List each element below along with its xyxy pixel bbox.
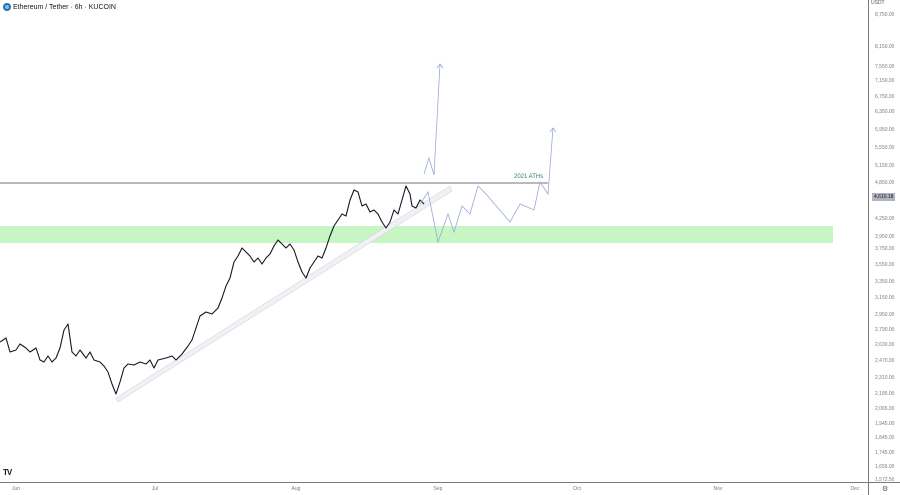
support-zone[interactable] <box>0 226 833 243</box>
currency-selector[interactable]: USDT <box>871 0 885 6</box>
projection-arrow-1 <box>436 63 444 69</box>
price-tick: 5,150.00 <box>875 163 895 169</box>
price-tick: 5,550.00 <box>875 145 895 151</box>
price-tick: 3,950.00 <box>875 234 895 240</box>
price-tick: 1,845.00 <box>875 435 895 441</box>
price-tick: 8,750.00 <box>875 12 895 18</box>
price-tick: 2,470.00 <box>875 358 895 364</box>
price-tick: 7,550.00 <box>875 64 895 70</box>
price-tick: 8,150.00 <box>875 44 895 50</box>
price-axis[interactable]: USDT 8,750.00 8,150.00 7,550.00 7,150.00… <box>868 0 900 483</box>
price-tick: 5,950.00 <box>875 127 895 133</box>
price-tick: 4,250.00 <box>875 216 895 222</box>
chart-settings-button[interactable]: ⚙ <box>868 482 900 495</box>
time-axis[interactable]: Jun Jul Aug Sep Oct Nov Dec <box>0 482 868 495</box>
time-tick: Oct <box>573 486 581 492</box>
price-tick: 1,745.00 <box>875 450 895 456</box>
time-tick: Jun <box>11 486 21 492</box>
projection-path-2 <box>419 127 554 244</box>
last-price-label: 4,610.18 <box>872 193 896 201</box>
symbol-title-text: Ethereum / Tether · 6h · KUCOIN <box>13 3 116 11</box>
projection-path-1 <box>423 63 441 176</box>
price-chart[interactable] <box>0 0 868 482</box>
price-tick: 2,185.00 <box>875 391 895 397</box>
time-tick: Dec <box>850 486 860 492</box>
tradingview-logo-icon[interactable]: TV <box>3 468 12 477</box>
trendline-channel[interactable] <box>115 185 453 403</box>
price-tick: 3,150.00 <box>875 295 895 301</box>
price-tick: 3,750.00 <box>875 246 895 252</box>
time-tick: Jul <box>151 486 159 492</box>
gear-icon: ⚙ <box>881 486 889 493</box>
price-tick: 4,850.00 <box>875 180 895 186</box>
projection-arrow-2 <box>549 127 557 133</box>
time-tick: Aug <box>291 486 301 492</box>
price-tick: 7,150.00 <box>875 78 895 84</box>
price-tick: 2,065.00 <box>875 406 895 412</box>
time-tick: Sep <box>433 486 443 492</box>
price-tick: 2,790.00 <box>875 327 895 333</box>
price-tick: 1,655.00 <box>875 464 895 470</box>
price-tick: 6,350.00 <box>875 109 895 115</box>
price-tick: 3,350.00 <box>875 279 895 285</box>
price-tick: 2,950.00 <box>875 312 895 318</box>
price-tick: 6,750.00 <box>875 94 895 100</box>
price-tick: 1,945.00 <box>875 421 895 427</box>
price-line <box>0 185 425 395</box>
price-tick: 1,572.50 <box>875 477 895 483</box>
ath-annotation-label[interactable]: 2021 ATHs <box>514 174 544 180</box>
ethereum-logo-icon <box>3 3 11 11</box>
price-tick: 2,630.00 <box>875 342 895 348</box>
price-tick: 2,310.00 <box>875 375 895 381</box>
time-tick: Nov <box>713 486 723 492</box>
price-tick: 3,550.00 <box>875 262 895 268</box>
symbol-title[interactable]: Ethereum / Tether · 6h · KUCOIN <box>3 3 116 11</box>
